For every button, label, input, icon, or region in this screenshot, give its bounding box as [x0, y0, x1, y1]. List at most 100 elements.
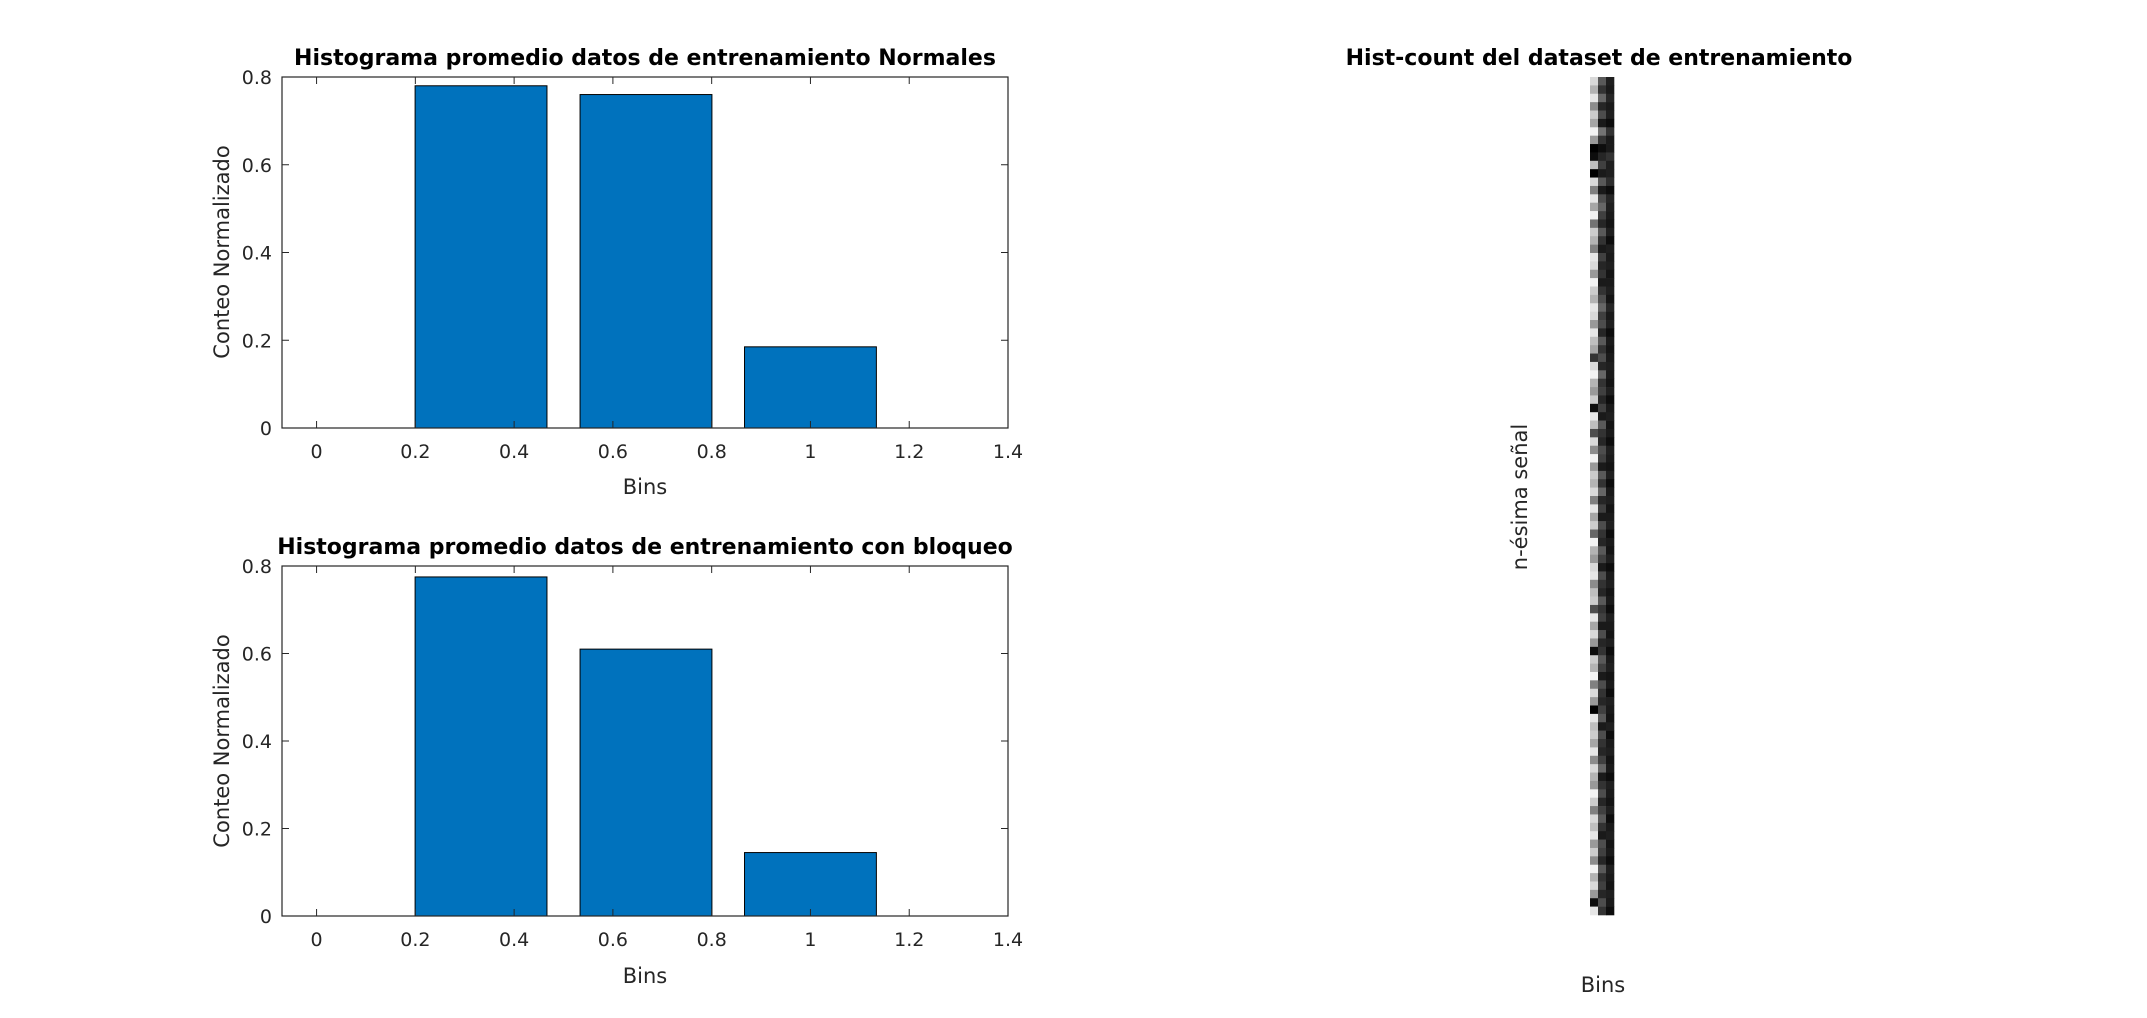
histcount-cell [1590, 110, 1599, 120]
histcount-cell [1598, 437, 1607, 447]
histcount-cell [1598, 864, 1607, 874]
histcount-cell [1598, 387, 1607, 396]
histcount-cell [1598, 420, 1607, 430]
histcount-cell [1590, 185, 1599, 195]
histcount-cell [1606, 361, 1615, 371]
histogram-bloqueo-plot-box [281, 565, 1009, 917]
histogram-bloqueo-xtick-label: 0.2 [400, 929, 430, 951]
histcount-cell [1590, 713, 1599, 723]
histcount-cell [1598, 93, 1607, 103]
histogram-bloqueo-ylabel: Conteo Normalizado [210, 634, 234, 847]
histcount-cell [1606, 336, 1615, 346]
histcount-cell [1590, 906, 1599, 916]
histcount-cell [1598, 135, 1607, 145]
histcount-cell [1598, 479, 1607, 488]
histcount-cell [1598, 764, 1607, 773]
histcount-cell [1590, 630, 1599, 639]
histcount-cell [1598, 487, 1607, 497]
histcount-cell [1606, 118, 1615, 128]
histogram-bloqueo-xtick-label: 1 [804, 929, 816, 951]
histcount-cell [1606, 537, 1615, 547]
histcount-cell [1598, 537, 1607, 547]
histcount-cell [1590, 864, 1599, 874]
histcount-cell [1590, 856, 1599, 866]
histcount-cell [1606, 85, 1615, 95]
histcount-cell [1606, 328, 1615, 338]
histcount-cell [1606, 160, 1615, 170]
histogram-normales-ylabel: Conteo Normalizado [210, 145, 234, 358]
histcount-cell [1606, 764, 1615, 773]
histcount-cell [1606, 780, 1615, 790]
histcount-cell [1598, 118, 1607, 128]
histcount-cell [1590, 361, 1599, 371]
histcount-cell [1606, 747, 1615, 757]
histcount-cell [1606, 278, 1615, 287]
histcount-cell [1590, 496, 1599, 505]
histcount-cell [1606, 655, 1615, 664]
histcount-cell [1606, 412, 1615, 421]
histcount-cell [1606, 395, 1615, 405]
histogram-bloqueo-xtick-label: 0.8 [697, 929, 727, 951]
histcount-cell [1606, 479, 1615, 488]
histcount-cell [1606, 177, 1615, 187]
histcount-cell [1598, 244, 1607, 254]
histcount-cell [1606, 445, 1615, 455]
histogram-normales-ytick-label: 0.4 [242, 243, 272, 265]
histogram-normales-ytick-label: 0.2 [242, 330, 272, 352]
histcount-cell [1606, 227, 1615, 237]
histcount-cell [1606, 755, 1615, 765]
histcount-cell [1590, 554, 1599, 564]
histcount-cell [1590, 646, 1599, 656]
histcount-cell [1598, 177, 1607, 187]
histcount-cell [1598, 797, 1607, 807]
histcount-cell [1598, 345, 1607, 354]
histcount-cell [1590, 898, 1599, 907]
histogram-bloqueo-xtick-label: 1.2 [894, 929, 924, 951]
histcount-cell [1598, 144, 1607, 153]
histcount-cell [1590, 454, 1599, 463]
histcount-cell [1606, 194, 1615, 203]
histcount-cell [1598, 428, 1607, 438]
histcount-cell [1606, 169, 1615, 178]
histcount-cell [1598, 789, 1607, 798]
histcount-cell [1590, 537, 1599, 547]
histcount-cell [1606, 604, 1615, 614]
histcount-cell [1606, 646, 1615, 656]
histcount-cell [1598, 454, 1607, 463]
histcount-cell [1590, 378, 1599, 388]
histcount-cell [1606, 110, 1615, 120]
histcount-cell [1590, 512, 1599, 522]
histcount-cell [1606, 77, 1615, 86]
histcount-cell [1598, 638, 1607, 648]
histcount-cell [1598, 278, 1607, 287]
histogram-normales-xtick-label: 1 [804, 441, 816, 463]
histcount-cell [1598, 512, 1607, 522]
histcount-cell [1606, 512, 1615, 522]
histogram-bloqueo-xtick-label: 1.4 [993, 929, 1023, 951]
histcount-cell [1606, 345, 1615, 354]
histcount-cell [1606, 806, 1615, 815]
histcount-cell [1598, 236, 1607, 245]
histcount-cell [1590, 194, 1599, 203]
histcount-cell [1598, 806, 1607, 815]
histcount-cell [1590, 596, 1599, 606]
histcount-cell [1606, 621, 1615, 631]
histcount-cell [1606, 152, 1615, 162]
histcount-cell [1590, 345, 1599, 354]
histcount-cell [1598, 780, 1607, 790]
histcount-cell [1598, 320, 1607, 329]
histcount-cell [1590, 663, 1599, 673]
histcount-cell [1598, 294, 1607, 304]
histcount-cell [1606, 437, 1615, 447]
histcount-cell [1598, 814, 1607, 824]
histogram-normales-xlabel: Bins [623, 475, 668, 499]
histcount-cell [1606, 269, 1615, 279]
histcount-cell [1590, 621, 1599, 631]
histogram-bloqueo-xtick-label: 0.6 [598, 929, 628, 951]
histcount-cell [1606, 688, 1615, 698]
histcount-heatmap-axes: Hist-count del dataset de entrenamiento … [1346, 46, 1853, 997]
histogram-bloqueo-bars [414, 576, 877, 917]
histcount-cell [1606, 135, 1615, 145]
histcount-cell [1598, 847, 1607, 857]
histcount-cell [1598, 102, 1607, 111]
